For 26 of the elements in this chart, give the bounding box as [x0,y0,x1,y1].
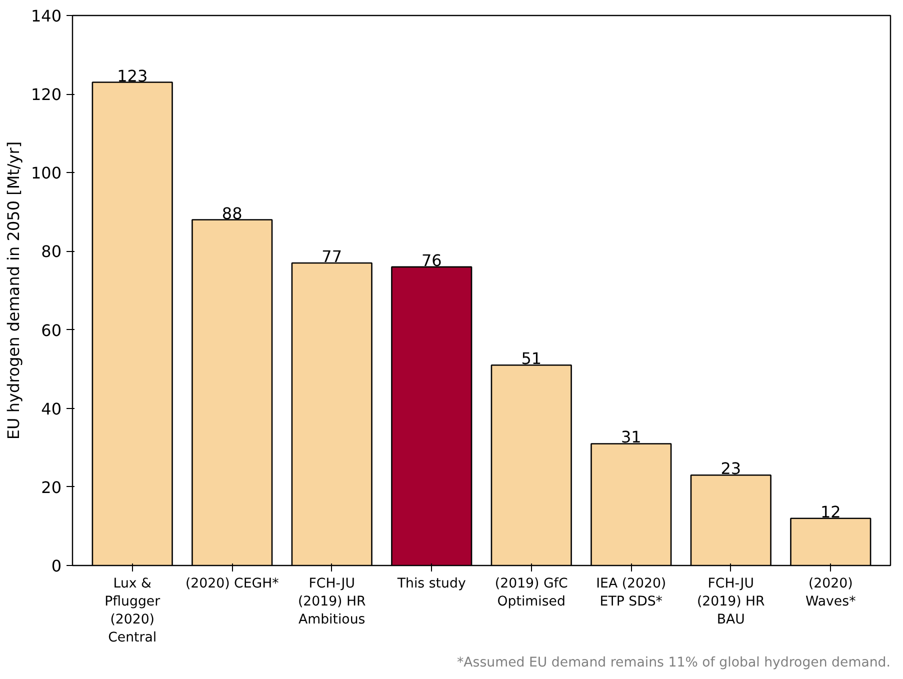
data-label: 123 [117,66,148,86]
y-tick-label: 140 [30,6,62,26]
x-tick-label: FCH-JU (2019) HR BAU [696,576,765,628]
y-tick-label: 100 [30,164,62,183]
y-tick-label: 20 [41,478,62,497]
y-tick-label: 60 [41,320,62,340]
data-label: 23 [720,459,742,478]
x-tick-label: This study [396,576,466,592]
y-tick-label: 40 [41,399,62,418]
data-label: 51 [521,349,542,368]
x-tick-label: Lux & Pflugger (2020) Central [104,576,161,646]
data-label: 76 [421,250,442,270]
y-tick-label: 80 [41,242,62,262]
text: *Assumed EU demand remains 11% of global hydrogen demand. [457,656,891,670]
y-axis-title: EU hydrogen demand in 2050 [Mt/yr] [4,141,23,440]
data-label: 77 [322,247,342,266]
x-tick-label: FCH-JU (2019) HR Ambitious [298,576,366,628]
data-label: 31 [620,428,642,447]
y-tick-label: 120 [30,85,62,104]
data-label: 12 [820,502,841,522]
x-tick-label: (2020) CEGH* [185,576,280,592]
y-tick-label: 0 [51,556,62,576]
x-tick-label: (2019) GfC Optimised [494,576,568,610]
x-tick-label: (2020) Waves* [806,576,856,610]
x-tick-label: IEA (2020) ETP SDS* [596,576,666,610]
data-label: 88 [222,204,242,223]
